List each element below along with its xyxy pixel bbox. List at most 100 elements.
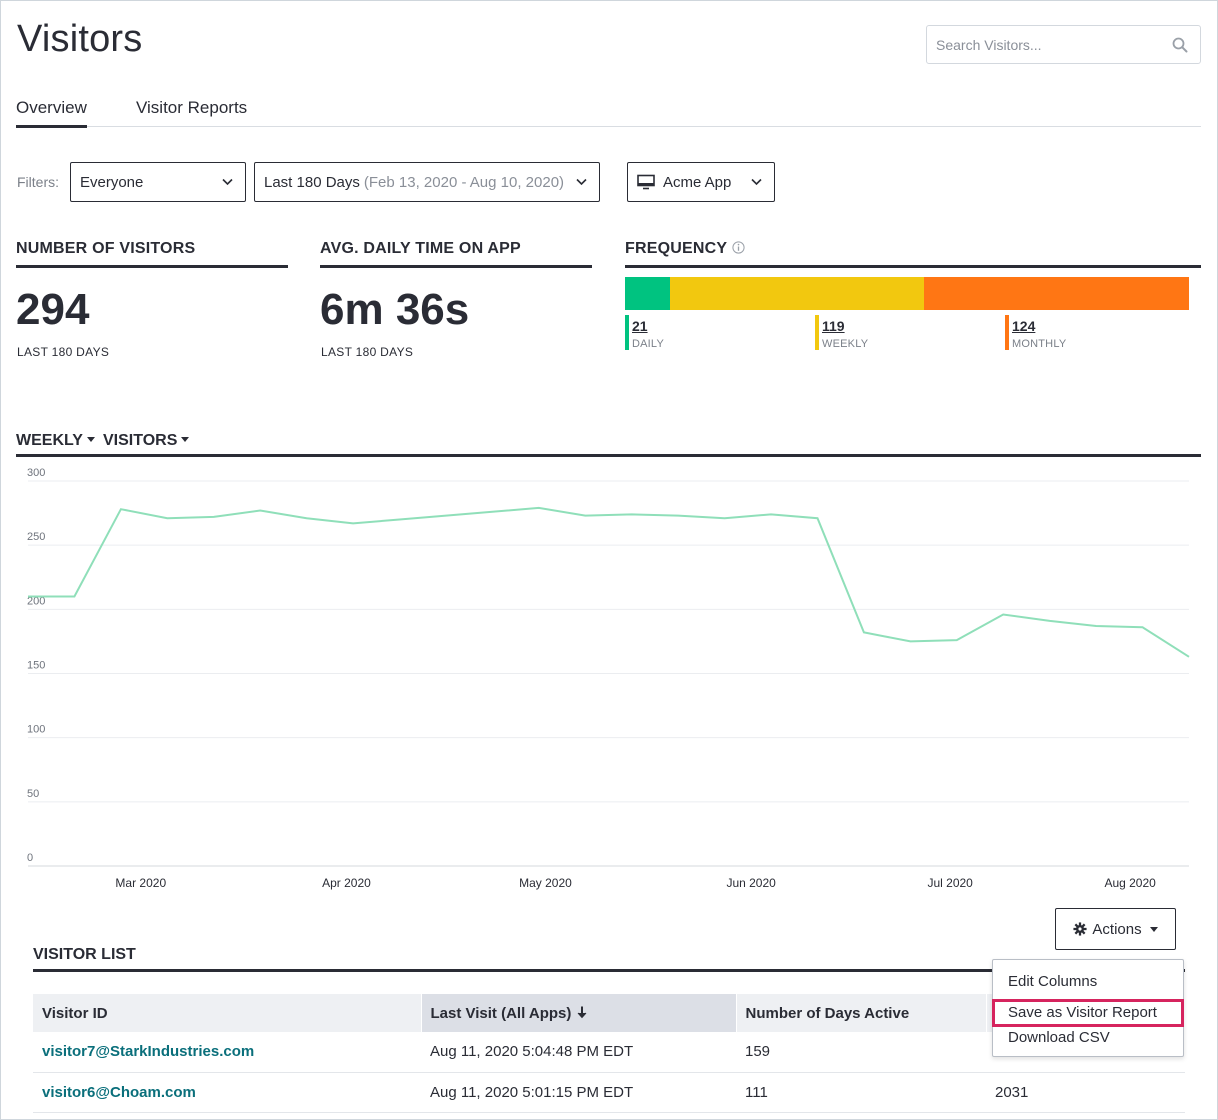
- data-point[interactable]: [23, 592, 33, 602]
- frequency-title: FREQUENCY: [625, 240, 1201, 268]
- app-value: Acme App: [663, 173, 732, 191]
- data-point[interactable]: [69, 592, 79, 602]
- time-kpi-title: AVG. DAILY TIME ON APP: [320, 240, 592, 268]
- menu-item-download-csv[interactable]: Download CSV: [1008, 1029, 1110, 1046]
- column-last-visit-label: Last Visit (All Apps): [430, 1004, 572, 1022]
- info-icon[interactable]: [732, 241, 745, 254]
- daily-count[interactable]: 21: [632, 318, 648, 334]
- weekly-marker: [815, 315, 819, 350]
- data-point[interactable]: [580, 511, 590, 521]
- column-visitor-id[interactable]: Visitor ID: [33, 994, 422, 1032]
- data-point[interactable]: [627, 509, 637, 519]
- gear-icon: [1073, 922, 1087, 936]
- days-active-cell: 159: [736, 1032, 986, 1073]
- data-point[interactable]: [395, 515, 405, 525]
- search-icon[interactable]: [1172, 37, 1188, 53]
- filters-label: Filters:: [17, 174, 59, 190]
- actions-menu: Edit Columns Save as Visitor Report Down…: [992, 959, 1184, 1057]
- data-point[interactable]: [116, 504, 126, 514]
- page-title: Visitors: [17, 18, 143, 60]
- period-selector[interactable]: WEEKLY: [16, 432, 95, 449]
- data-point[interactable]: [905, 636, 915, 646]
- search-input[interactable]: [927, 26, 1157, 63]
- data-point[interactable]: [998, 609, 1008, 619]
- frequency-monthly: 124 MONTHLY: [1005, 315, 1066, 350]
- data-point[interactable]: [209, 512, 219, 522]
- chart-header: WEEKLY VISITORS: [16, 432, 1201, 457]
- column-last-visit[interactable]: Last Visit (All Apps): [421, 994, 737, 1032]
- tab-overview[interactable]: Overview: [16, 98, 87, 128]
- time-kpi-value: 6m 36s: [320, 285, 470, 334]
- visitors-kpi-value: 294: [16, 285, 90, 334]
- visitor-link[interactable]: visitor7@StarkIndustries.com: [42, 1043, 255, 1061]
- table-row: visitor6@Choam.com Aug 11, 2020 5:01:15 …: [33, 1072, 1185, 1113]
- data-point[interactable]: [302, 513, 312, 523]
- x-tick-label: May 2020: [519, 876, 572, 890]
- visitor-id-cell: visitor7@StarkIndustries.com: [33, 1032, 421, 1073]
- data-point[interactable]: [673, 511, 683, 521]
- chevron-down-icon: [751, 178, 762, 186]
- data-point[interactable]: [812, 513, 822, 523]
- x-tick-label: Aug 2020: [1104, 876, 1156, 890]
- data-point[interactable]: [162, 513, 172, 523]
- frequency-segment-weekly: [669, 277, 925, 310]
- tab-bar: Overview Visitor Reports: [16, 96, 1201, 128]
- column-days-active[interactable]: Number of Days Active: [736, 994, 987, 1032]
- y-tick-label: 300: [27, 467, 45, 479]
- data-point[interactable]: [1184, 652, 1194, 662]
- metric-label: VISITORS: [102, 432, 178, 449]
- menu-item-save-as-visitor-report[interactable]: Save as Visitor Report: [992, 999, 1184, 1027]
- visitor-id-cell: visitor6@Choam.com: [33, 1072, 421, 1113]
- data-point[interactable]: [441, 511, 451, 521]
- y-tick-label: 150: [27, 660, 45, 672]
- x-tick-label: Jul 2020: [927, 876, 973, 890]
- caret-down-icon: [181, 437, 190, 442]
- x-tick-label: Jun 2020: [726, 876, 776, 890]
- data-point[interactable]: [1138, 622, 1148, 632]
- weekly-label: WEEKLY: [822, 338, 869, 350]
- date-range-detail: (Feb 13, 2020 - Aug 10, 2020): [363, 173, 565, 191]
- data-point[interactable]: [720, 513, 730, 523]
- segment-value: Everyone: [80, 173, 144, 191]
- metric-selector[interactable]: VISITORS: [102, 432, 190, 449]
- data-point[interactable]: [952, 635, 962, 645]
- data-point[interactable]: [1091, 621, 1101, 631]
- date-range-value: Last 180 Days: [264, 173, 360, 191]
- monthly-count[interactable]: 124: [1012, 318, 1036, 334]
- data-point[interactable]: [1045, 616, 1055, 626]
- tab-visitor-reports[interactable]: Visitor Reports: [136, 98, 248, 117]
- y-tick-label: 50: [27, 788, 39, 800]
- y-tick-label: 250: [27, 531, 45, 543]
- x-tick-label: Mar 2020: [115, 876, 166, 890]
- monthly-marker: [1005, 315, 1009, 350]
- segment-dropdown[interactable]: Everyone: [70, 162, 246, 202]
- visitor-link[interactable]: visitor6@Choam.com: [42, 1083, 196, 1101]
- data-point[interactable]: [534, 503, 544, 513]
- data-point[interactable]: [255, 506, 265, 516]
- visitors-kpi-title: NUMBER OF VISITORS: [16, 240, 288, 268]
- data-point[interactable]: [766, 509, 776, 519]
- arrow-down-icon: [577, 1006, 587, 1018]
- daily-label: DAILY: [632, 338, 664, 350]
- frequency-title-text: FREQUENCY: [625, 240, 728, 257]
- date-range-dropdown[interactable]: Last 180 Days (Feb 13, 2020 - Aug 10, 20…: [254, 162, 600, 202]
- y-tick-label: 100: [27, 724, 45, 736]
- frequency-weekly: 119 WEEKLY: [815, 315, 868, 350]
- data-point[interactable]: [487, 507, 497, 517]
- visitors-kpi-sub: LAST 180 DAYS: [17, 345, 110, 359]
- app-dropdown[interactable]: Acme App: [627, 162, 775, 202]
- weekly-count[interactable]: 119: [822, 318, 845, 334]
- caret-down-icon: [1149, 926, 1158, 932]
- y-tick-label: 200: [27, 595, 45, 607]
- actions-button[interactable]: Actions: [1055, 908, 1176, 950]
- data-point[interactable]: [859, 627, 869, 637]
- extra-cell: 2031: [986, 1072, 1185, 1113]
- data-point[interactable]: [348, 518, 358, 528]
- monitor-icon: [637, 174, 655, 190]
- y-tick-label: 0: [27, 852, 33, 864]
- menu-item-edit-columns[interactable]: Edit Columns: [1008, 973, 1098, 990]
- visitor-list-title: VISITOR LIST: [33, 946, 1185, 972]
- visitors-line-chart: 0 50 100 150 200 250 300 Mar 2020 Apr 2020 May 20…: [23, 467, 1194, 890]
- search-box[interactable]: [926, 25, 1201, 64]
- visitors-series-line: [28, 506, 1190, 658]
